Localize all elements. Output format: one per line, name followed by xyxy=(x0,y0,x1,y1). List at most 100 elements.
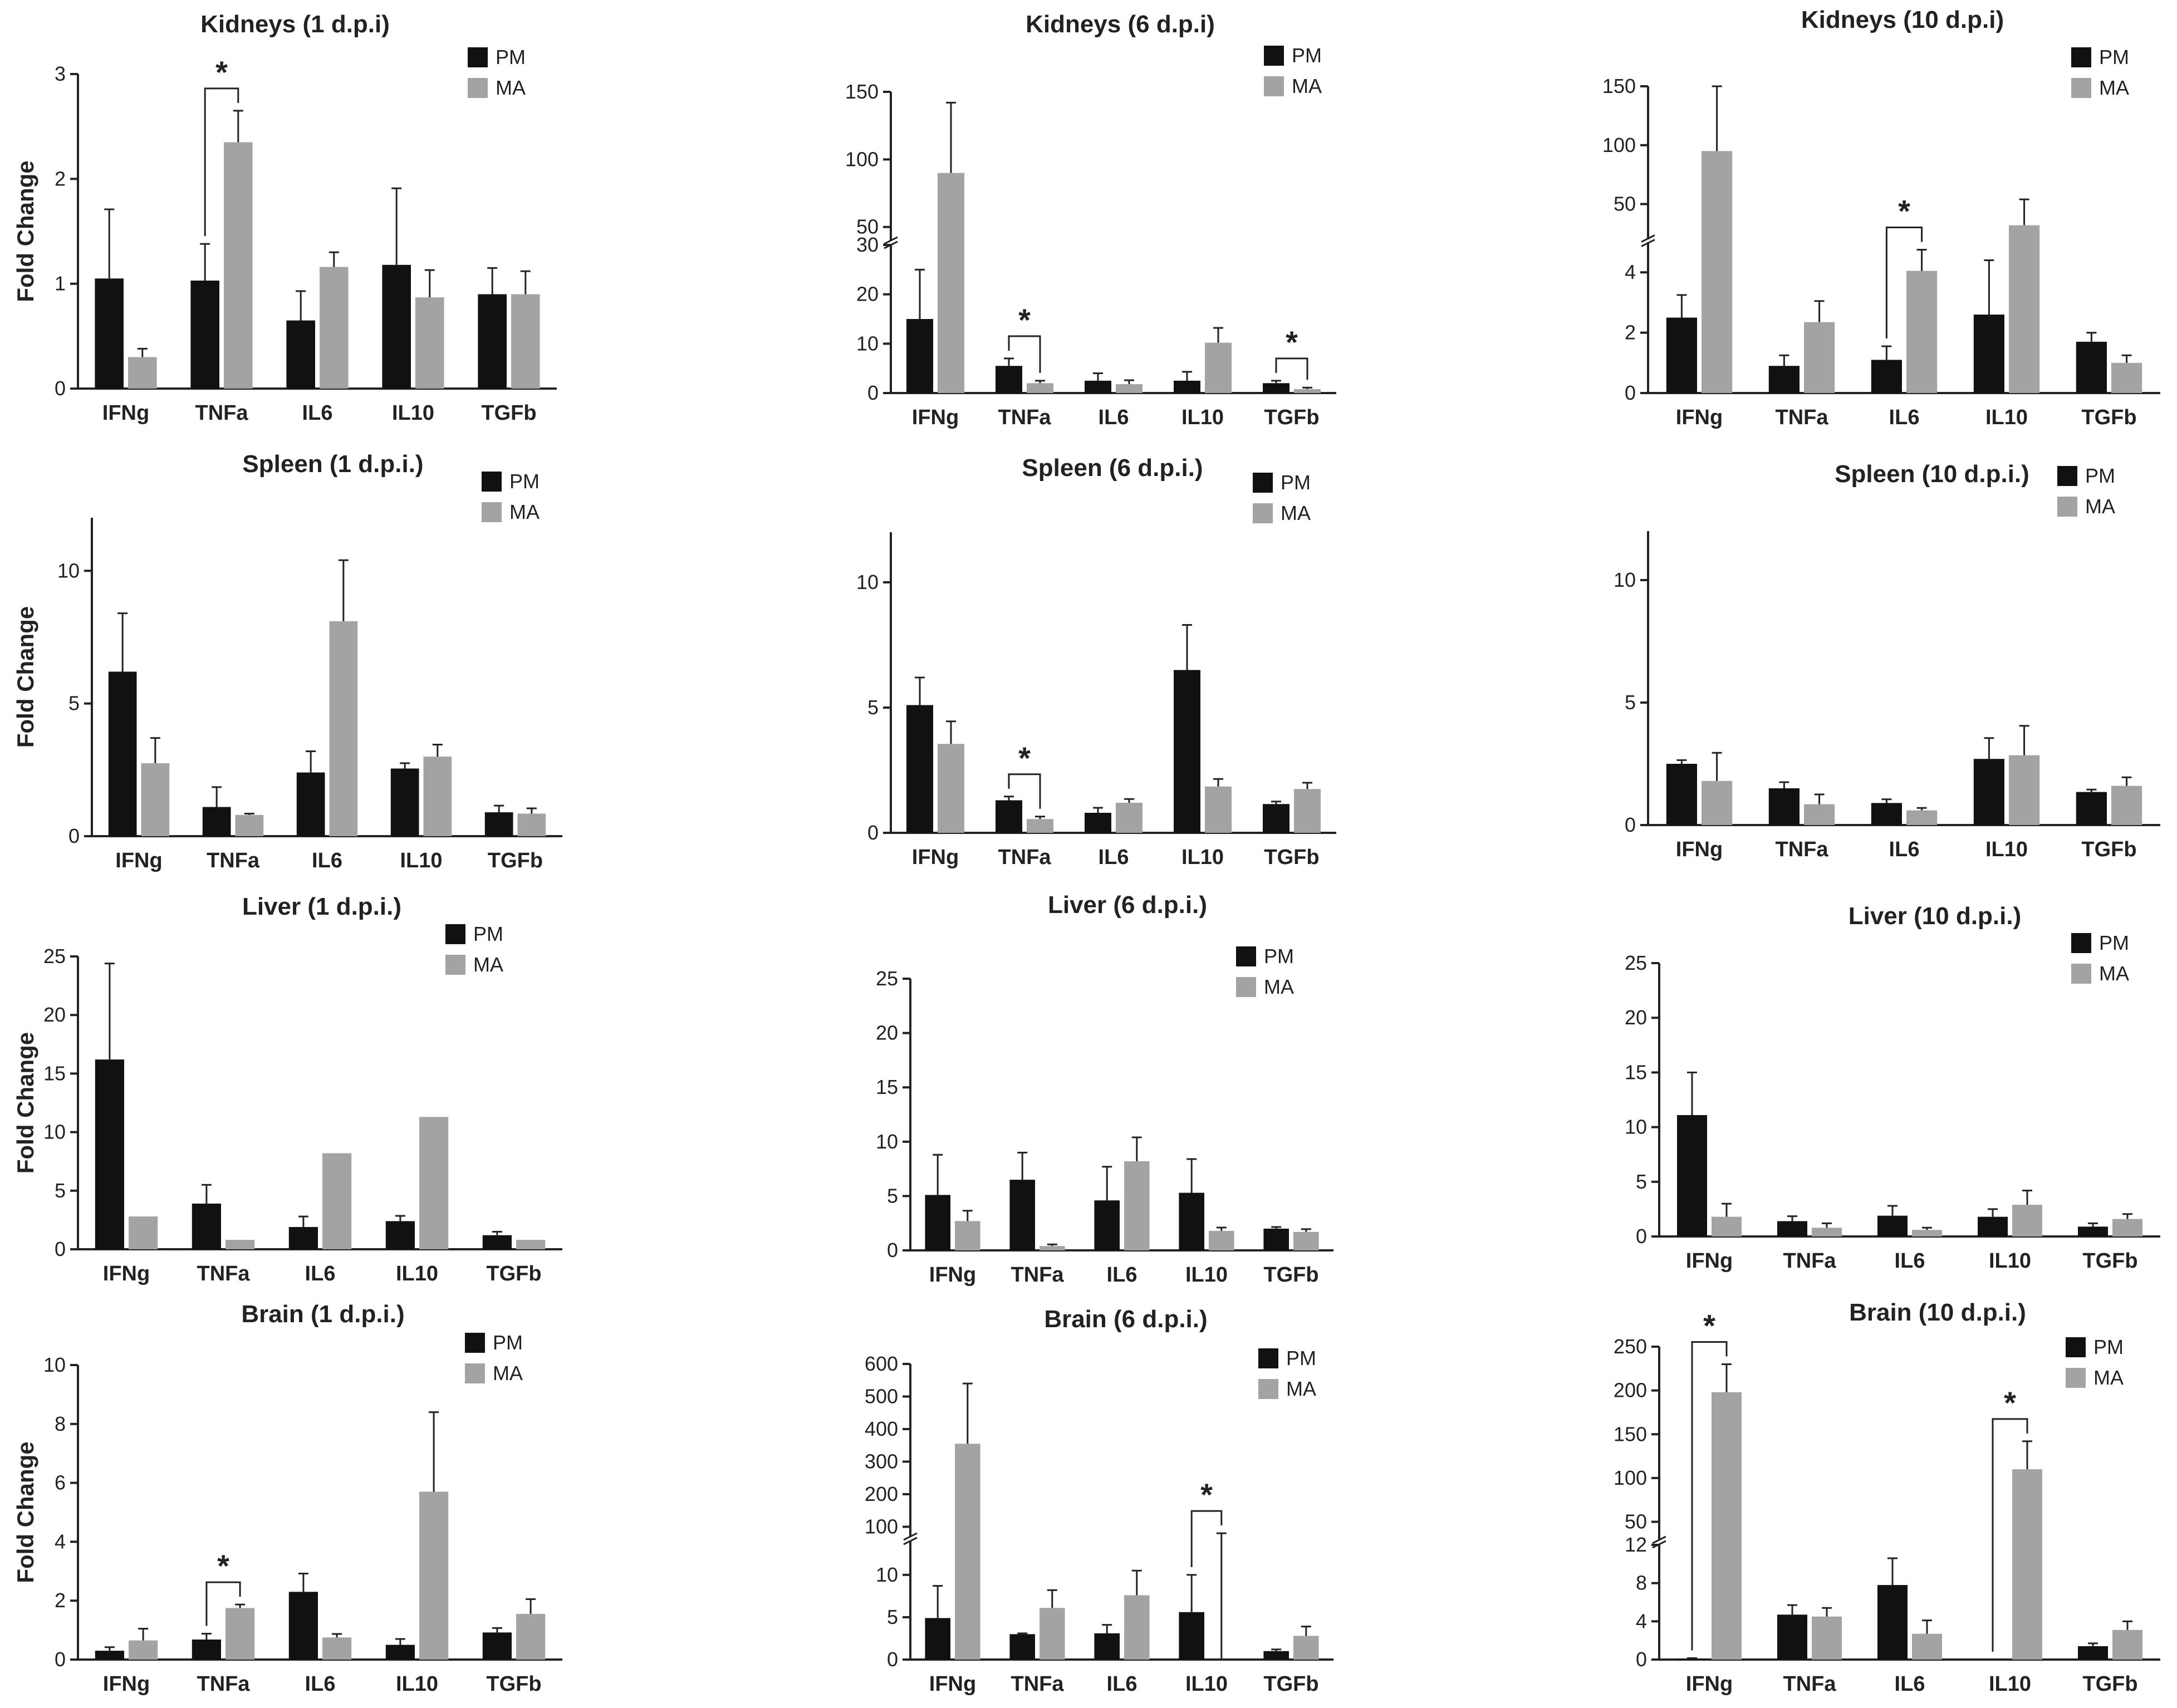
x-tick-label: TNFa xyxy=(998,406,1052,429)
legend-swatch-pm xyxy=(2071,47,2091,67)
y-tick-label: 400 xyxy=(865,1417,898,1440)
bar-pm xyxy=(95,1059,124,1249)
bar-pm xyxy=(202,807,231,836)
chart-title: Spleen (10 d.p.i.) xyxy=(1835,460,2029,488)
bar-pm xyxy=(1085,380,1111,393)
x-tick-label: IL10 xyxy=(1185,1672,1228,1696)
chart-title: Liver (1 d.p.i.) xyxy=(242,893,401,920)
y-tick-label: 50 xyxy=(1614,193,1636,215)
bar-pm xyxy=(286,320,315,389)
significance-bracket xyxy=(1008,773,1041,809)
bar-pm xyxy=(1768,366,1800,393)
chart-brain-1: Brain (1 d.p.i.) Fold Change 0 2 4 6 8 10 IFNg TN… xyxy=(12,1300,562,1696)
bar-pm xyxy=(1009,1634,1035,1660)
bar-ma xyxy=(516,1240,546,1249)
x-tick-label: IL10 xyxy=(1989,1672,2031,1696)
y-tick-label: 20 xyxy=(1625,1006,1647,1029)
y-tick-label: 300 xyxy=(865,1450,898,1473)
x-tick-label: TNFa xyxy=(1011,1263,1065,1287)
x-tick-label: TGFb xyxy=(488,849,543,872)
x-tick-label: IFNg xyxy=(103,1262,150,1285)
bar-pm xyxy=(1871,803,1902,825)
y-axis-label: Fold Change xyxy=(12,606,38,748)
x-tick-label: IL10 xyxy=(392,401,434,425)
y-tick-label: 0 xyxy=(867,381,879,404)
bar-pm xyxy=(1263,383,1289,393)
chart-brain-6: Brain (6 d.p.i.) 0 5 10 100 200 300 400 500 600 IF… xyxy=(865,1305,1333,1696)
bar-ma xyxy=(320,267,349,389)
bar-pm xyxy=(1174,380,1200,393)
x-tick-label: TGFb xyxy=(2082,1249,2137,1273)
bar-pm xyxy=(1094,1633,1120,1660)
significance-bracket xyxy=(1190,1510,1223,1567)
significance-star: * xyxy=(1286,325,1298,360)
bar-ma xyxy=(2012,1205,2042,1236)
bar-pm xyxy=(385,1645,415,1660)
bar-ma xyxy=(1906,810,1938,825)
x-tick-label: TNFa xyxy=(1776,406,1829,429)
significance-star: * xyxy=(217,1548,229,1583)
y-tick-label: 10 xyxy=(876,1563,898,1586)
y-tick-label: 200 xyxy=(865,1483,898,1505)
legend-swatch-pm xyxy=(445,924,465,944)
y-tick-label: 100 xyxy=(865,1515,898,1538)
bar-pm xyxy=(1666,317,1697,393)
bar-pm xyxy=(192,1640,221,1660)
chart-title: Spleen (6 d.p.i.) xyxy=(1022,454,1203,482)
x-tick-label: TNFa xyxy=(195,401,249,425)
x-tick-label: IL10 xyxy=(400,849,442,872)
y-tick-label: 2 xyxy=(1625,321,1636,344)
y-tick-label: 100 xyxy=(1602,134,1636,156)
y-tick-label: 10 xyxy=(856,571,879,593)
bar-ma xyxy=(1912,1633,1942,1660)
y-tick-label: 50 xyxy=(856,215,879,238)
legend-label-pm: PM xyxy=(496,46,526,68)
bar-ma xyxy=(423,757,452,836)
x-tick-label: IFNg xyxy=(912,406,959,429)
x-tick-label: IL6 xyxy=(1895,1672,1925,1696)
y-tick-label: 5 xyxy=(867,696,879,719)
bar-ma xyxy=(1027,383,1053,393)
bar-pm xyxy=(1978,1216,2008,1236)
bar-pm xyxy=(1871,360,1902,393)
y-tick-label: 5 xyxy=(1636,1170,1647,1193)
legend-label-pm: PM xyxy=(2099,46,2129,68)
legend-swatch-pm xyxy=(1264,46,1284,66)
legend-swatch-ma xyxy=(465,1363,485,1383)
y-tick-label: 250 xyxy=(1614,1335,1647,1358)
legend-label-pm: PM xyxy=(473,922,503,945)
bar-pm xyxy=(484,812,513,836)
y-tick-label: 6 xyxy=(55,1471,66,1494)
y-tick-label: 10 xyxy=(856,332,879,355)
bar-ma xyxy=(322,1637,352,1660)
legend-label-ma: MA xyxy=(2099,962,2129,985)
chart-spleen-10: Spleen (10 d.p.i.) 0 5 10 IFNg TNFa IL6 IL10 TGF… xyxy=(1614,460,2160,861)
bar-ma xyxy=(2111,786,2142,825)
chart-title: Liver (6 d.p.i.) xyxy=(1048,891,1207,919)
x-tick-label: IFNg xyxy=(115,849,162,872)
bar-pm xyxy=(2078,1226,2108,1236)
chart-title: Brain (1 d.p.i.) xyxy=(241,1300,404,1328)
y-tick-label: 10 xyxy=(57,559,80,582)
bar-pm xyxy=(1009,1180,1035,1250)
legend-label-ma: MA xyxy=(496,76,526,99)
bar-ma xyxy=(2112,1630,2142,1660)
legend-label-ma: MA xyxy=(1264,975,1294,998)
x-tick-label: IFNg xyxy=(102,401,149,425)
bar-ma xyxy=(1294,389,1321,393)
bar-ma xyxy=(1040,1246,1065,1250)
significance-bracket xyxy=(1885,227,1923,338)
x-tick-label: IFNg xyxy=(103,1672,150,1696)
bar-pm xyxy=(1179,1612,1204,1660)
x-tick-label: IFNg xyxy=(929,1263,976,1287)
y-tick-label: 20 xyxy=(43,1003,66,1026)
y-tick-label: 0 xyxy=(887,1239,898,1262)
x-tick-label: IFNg xyxy=(1686,1249,1733,1273)
bar-ma xyxy=(1712,1216,1742,1236)
bar-pm xyxy=(95,278,124,389)
chart-title: Kidneys (6 d.p.i) xyxy=(1026,11,1215,38)
bar-pm xyxy=(2076,341,2107,393)
x-tick-label: TGFb xyxy=(1263,1263,1318,1287)
